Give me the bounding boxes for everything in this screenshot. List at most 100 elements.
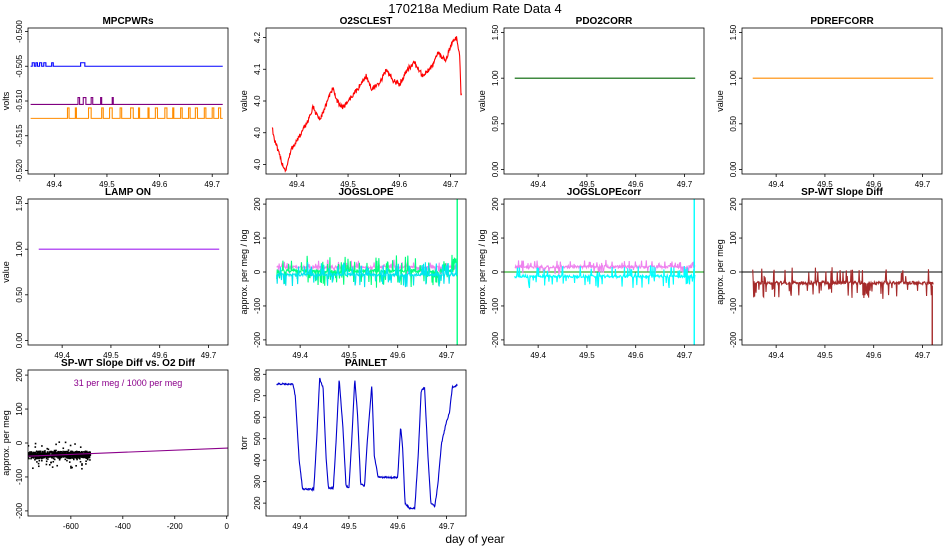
scatter-point [56,464,59,467]
scatter-point [47,448,50,451]
y-tick-label: 0 [253,269,262,274]
scatter-point [52,460,55,463]
axis-ticks: 49.4 49.5 49.6 49.7 0.00 0.50 1.00 1.50 [491,24,693,189]
scatter-point [71,456,73,459]
scatter-point [73,454,76,456]
scatter-point [69,444,72,447]
scatter-point [79,455,81,458]
y-tick-label: 1.50 [15,195,24,211]
scatter-point [31,453,34,456]
chart-title: PDO2CORR [576,16,633,27]
scatter-point [87,456,90,459]
scatter-point [82,456,84,458]
y-tick-label: 4.0 [253,158,262,170]
scatter-point [74,443,76,445]
x-tick-label: 49.4 [292,351,308,360]
plot-area [742,267,942,345]
scatter-point [61,451,63,454]
series-line [276,261,458,288]
scatter-point [68,457,71,459]
plot-area [276,377,458,510]
y-tick-label: 1.50 [491,24,500,40]
x-tick-label: 49.6 [390,351,406,360]
scatter-point [53,449,56,452]
axis-ticks: 49.4 49.5 49.6 49.7 -200 -100 0 100 200 [491,197,693,360]
chart-title: MPCPWRs [102,16,154,27]
scatter-point [38,450,40,453]
y-tick-label: -0.520 [15,159,24,182]
y-tick-label: 0.00 [729,161,738,177]
scatter-point [75,451,78,454]
page-title: 170218a Medium Rate Data 4 [388,1,561,16]
chart-lampon: LAMP ON value 49.4 49.5 49.6 49.7 0.00 0.50 1.00… [1,187,229,360]
x-tick-label: 49.4 [289,180,305,189]
scatter-point [75,454,78,456]
scatter-point [61,455,63,457]
scatter-point [76,458,78,461]
scatter-point [40,456,43,459]
scatter-point [75,456,77,459]
y-tick-label: 1.00 [15,241,24,257]
scatter-point [53,455,55,458]
scatter-point [51,452,53,455]
y-axis-label: volts [1,91,11,110]
chart-scatter: SP-WT Slope Diff vs. O2 Diff approx. per … [1,358,229,531]
scatter-point [32,452,34,455]
scatter-point [59,454,61,457]
x-tick-label: 49.5 [579,351,595,360]
chart-mpcpwrs: MPCPWRs volts 49.4 49.5 49.6 49.7 -0.500 -0.505… [1,16,229,189]
scatter-point [42,452,44,455]
scatter-point [57,450,60,453]
scatter-point [88,456,91,459]
scatter-point [43,456,45,459]
scatter-point [44,452,46,454]
y-tick-label: 0.50 [491,115,500,131]
scatter-point [28,452,30,454]
scatter-point [48,451,51,453]
x-tick-label: 49.6 [392,180,408,189]
y-tick-label: -0.505 [15,54,24,77]
scatter-point [72,454,75,456]
plot-frame [265,369,467,517]
scatter-point [37,457,40,459]
x-tick-label: 49.7 [439,351,455,360]
scatter-point [32,451,35,454]
scatter-point [28,457,30,460]
scatter-point [58,451,61,453]
scatter-point [49,455,51,458]
scatter-point [41,452,43,454]
plot-area [28,441,228,470]
scatter-point [58,457,61,459]
scatter-point [34,446,37,448]
scatter-point [65,455,68,458]
y-axis-label: approx. per meg [715,239,725,305]
scatter-point [43,450,46,453]
fit-line [28,447,228,457]
x-tick-label: 49.5 [103,351,119,360]
x-tick-label: 49.6 [628,180,644,189]
scatter-point [41,445,43,447]
y-tick-label: 4.1 [253,63,262,75]
scatter-point [47,455,50,457]
scatter-point [53,452,56,455]
scatter-point [29,454,32,457]
scatter-point [51,451,54,453]
plot-frame [27,369,229,517]
scatter-point [47,458,49,460]
y-tick-label: -100 [15,468,24,485]
scatter-point [66,459,68,462]
scatter-point [38,456,40,458]
y-tick-label: 4.0 [253,127,262,139]
scatter-point [38,452,41,455]
scatter-point [86,458,89,461]
x-tick-label: 49.4 [530,351,546,360]
scatter-point [80,453,83,456]
axis-ticks: 49.4 49.5 49.6 49.7 4.0 4.0 4.0 4.1 4.2 [253,31,459,189]
scatter-point [39,456,42,459]
scatter-point [75,464,77,467]
plot-frame [265,198,467,346]
scatter-point [84,455,86,457]
scatter-point [60,456,62,458]
